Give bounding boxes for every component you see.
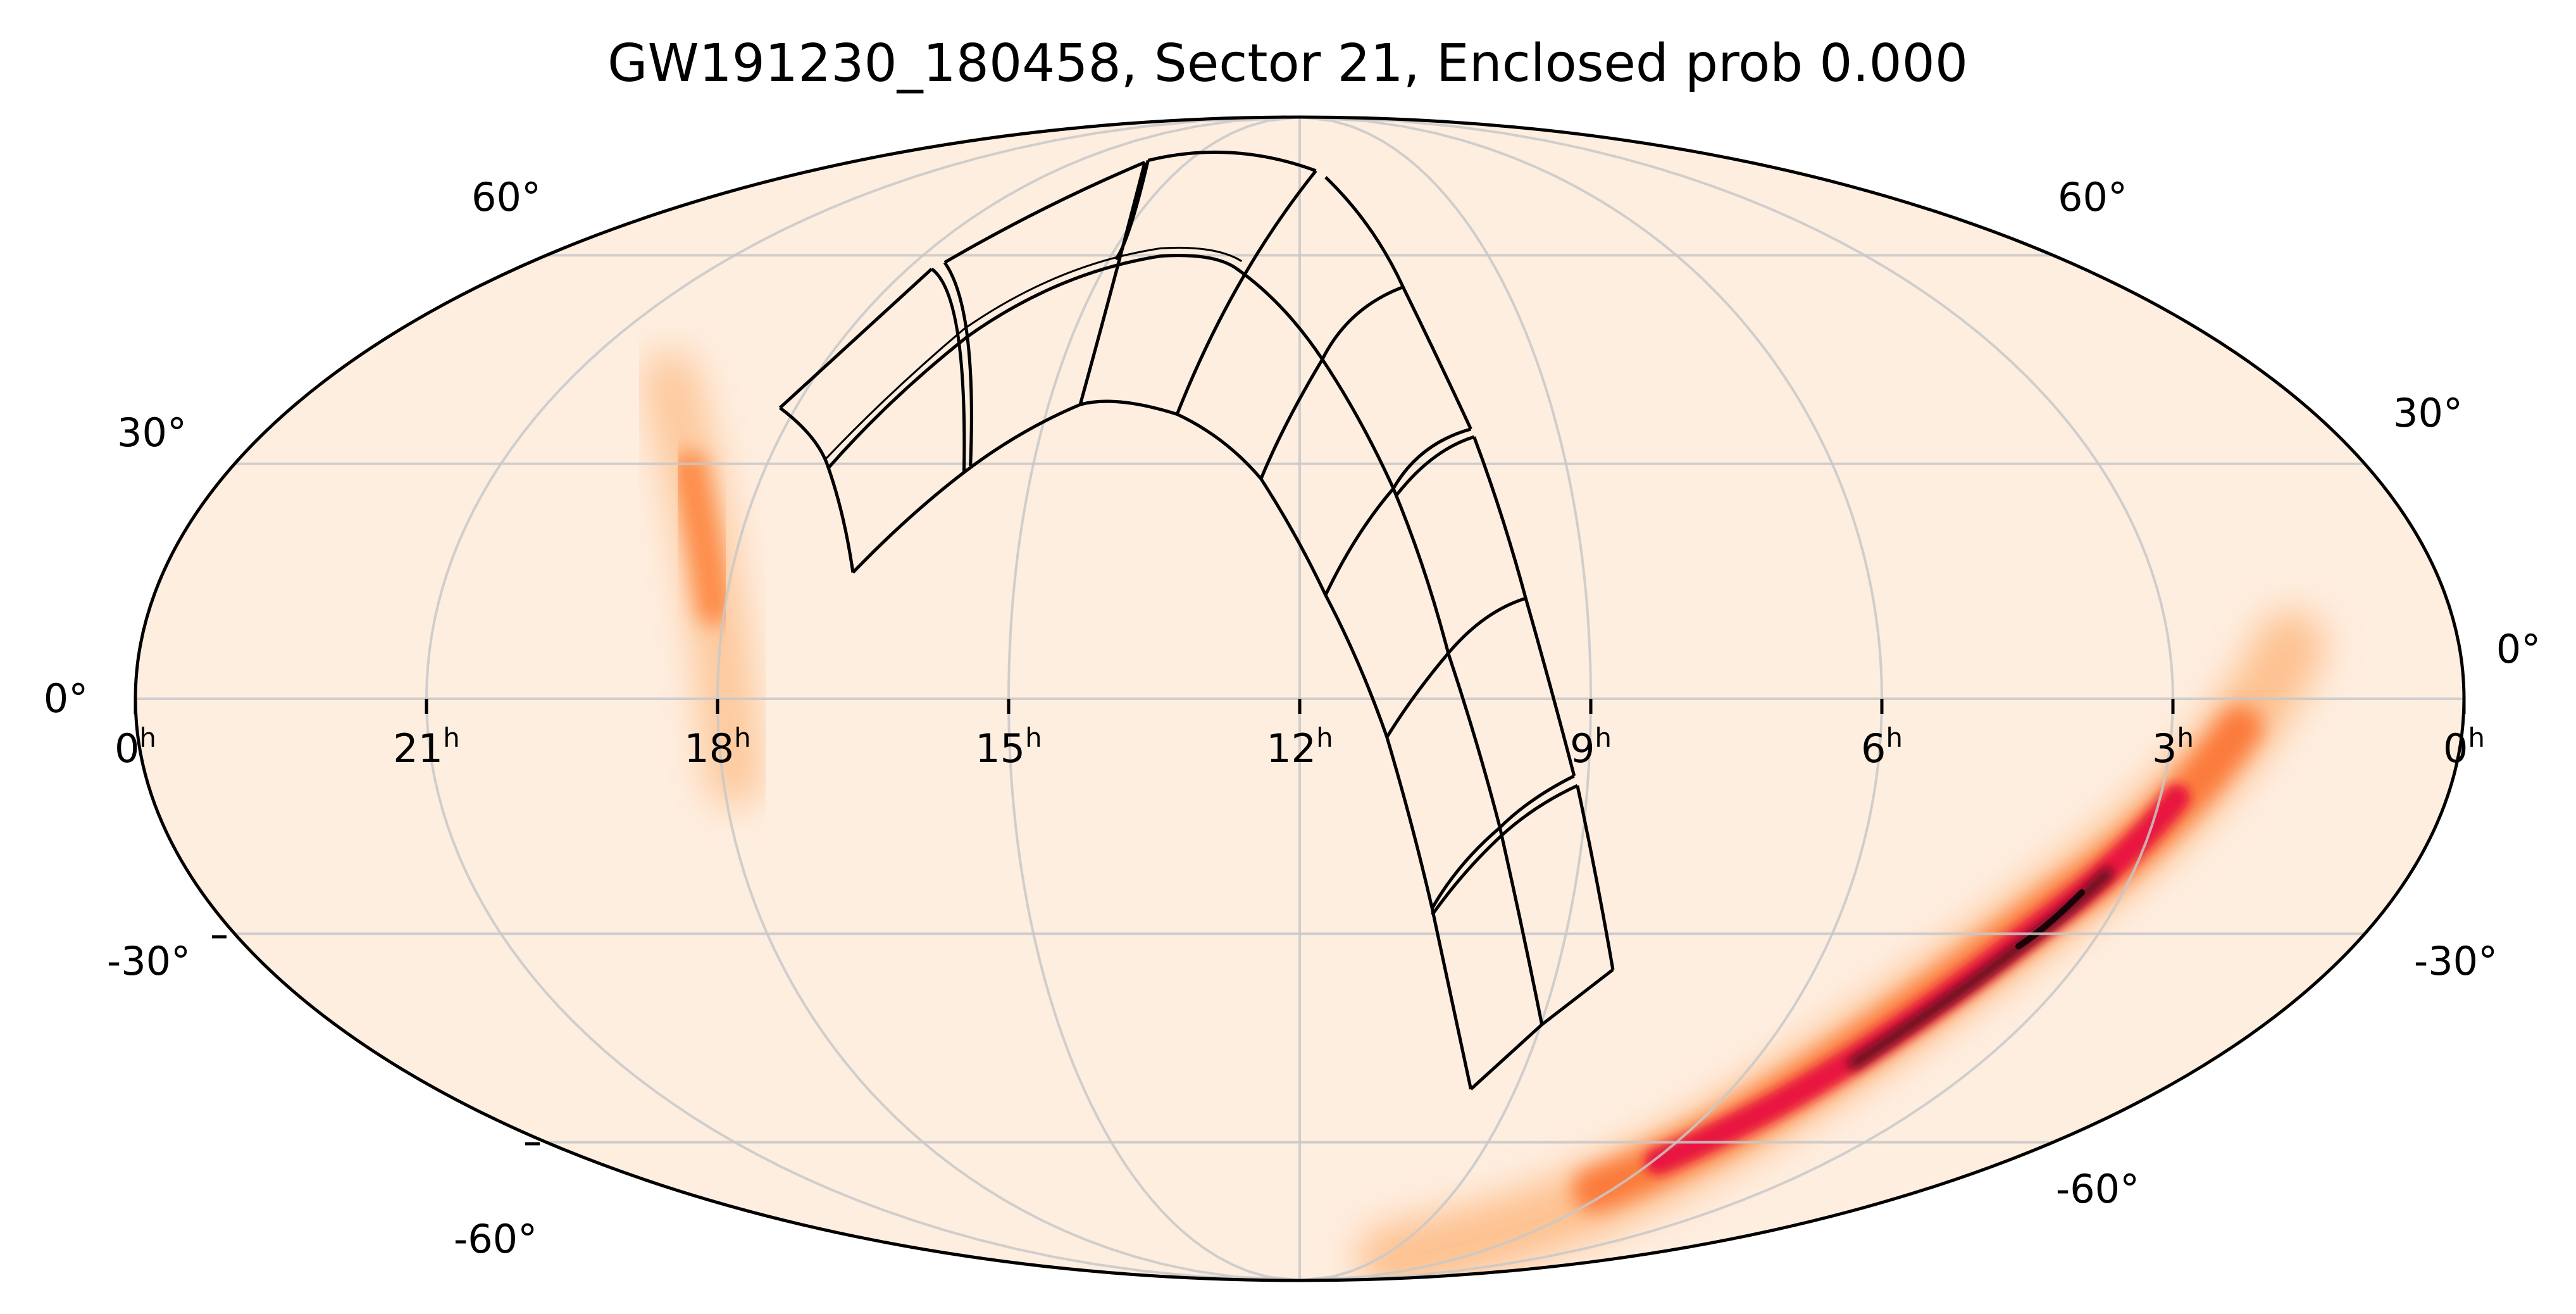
dec-label-neg60-right: -60° xyxy=(2056,1166,2139,1212)
footprint-outer-edge xyxy=(778,150,1615,970)
dec-label-0-left: 0° xyxy=(44,675,88,722)
ra-label-0h: 0h xyxy=(115,722,156,772)
ra-label-18h: 18h xyxy=(684,722,751,772)
footprint-middle-edge-inner xyxy=(824,246,1243,460)
footprint-inner-edge xyxy=(852,399,1472,1090)
dec-label-neg30-left: -30° xyxy=(107,938,190,984)
probability-heatmap xyxy=(642,351,2325,1280)
dec-label-60-right: 60° xyxy=(2058,174,2127,220)
ra-tick-labels: 0h 21h 18h 15h 12h 9h 6h 3h 0h xyxy=(115,699,2485,772)
tess-footprint xyxy=(778,150,1615,1091)
chart-title: GW191230_180458, Sector 21, Enclosed pro… xyxy=(607,34,1968,94)
southern-arc-region xyxy=(1357,611,2325,1280)
dec-label-neg60-left: -60° xyxy=(454,1216,537,1262)
ra-label-9h: 9h xyxy=(1570,722,1612,772)
ra-label-3h: 3h xyxy=(2152,722,2194,772)
northern-lobe-region xyxy=(642,351,762,807)
ra-label-15h: 15h xyxy=(975,722,1042,772)
ra-label-21h: 21h xyxy=(393,722,460,772)
ra-label-12h: 12h xyxy=(1266,722,1333,772)
dec-label-neg30-right: -30° xyxy=(2414,938,2498,984)
dec-label-30-right: 30° xyxy=(2393,390,2463,436)
dec-label-0-right: 0° xyxy=(2496,626,2541,672)
ra-label-6h: 6h xyxy=(1861,722,1903,772)
footprint-middle-edge xyxy=(827,254,1544,1025)
dec-label-30-left: 30° xyxy=(117,410,187,456)
footprint-ccd-dividers xyxy=(779,160,1614,1091)
ra-label-0h: 0h xyxy=(2443,722,2485,772)
dec-tick-labels: 60° 60° 30° 30° 0° 0° -30° -30° -60° -60… xyxy=(44,174,2541,1262)
dec-label-60-left: 60° xyxy=(471,174,541,220)
